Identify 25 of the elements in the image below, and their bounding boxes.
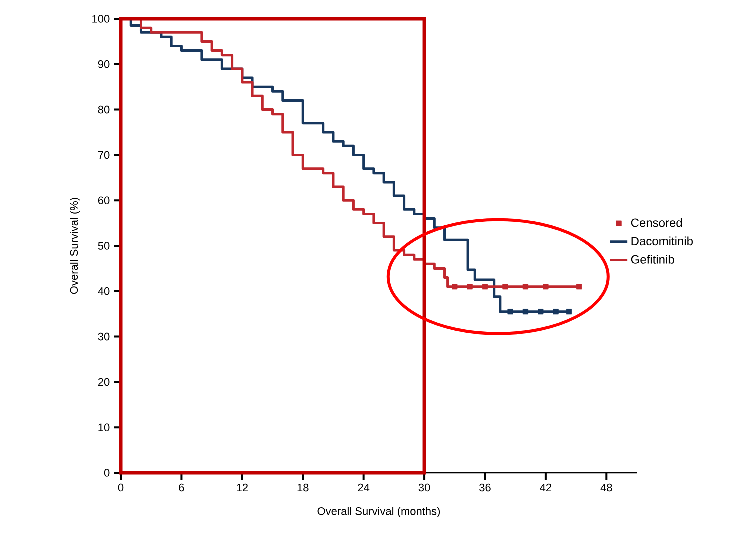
y-axis-title: Overall Survival (%) (70, 198, 80, 294)
y-tick-label: 40 (98, 288, 110, 296)
y-tick-label: 30 (98, 332, 110, 341)
x-axis-title: Overall Survival (months) (318, 507, 440, 518)
y-tick-label: 70 (98, 151, 110, 160)
x-tick-label: 24 (358, 484, 370, 492)
legend-label: Dacomitinib (632, 236, 693, 246)
y-tick-label: 80 (98, 106, 110, 114)
x-tick-label: 36 (480, 484, 491, 492)
legend-label: Censored (631, 218, 682, 228)
x-tick-label: 18 (298, 484, 309, 492)
y-tick-label: 0 (104, 469, 110, 477)
x-tick-label: 30 (418, 484, 430, 492)
y-tick-label: 60 (98, 196, 110, 204)
legend-label: Gefitinib (631, 255, 674, 264)
x-tick-label: 48 (600, 484, 612, 492)
x-tick-label: 42 (540, 484, 552, 492)
x-tick-label: 0 (118, 484, 124, 492)
y-tick-label: 100 (92, 15, 110, 23)
y-tick-label: 20 (98, 378, 110, 386)
y-tick-label: 90 (98, 60, 110, 68)
x-tick-label: 6 (179, 484, 184, 492)
x-tick-label: 12 (237, 484, 248, 492)
y-tick-label: 50 (98, 242, 110, 250)
y-tick-label: 10 (98, 424, 110, 432)
